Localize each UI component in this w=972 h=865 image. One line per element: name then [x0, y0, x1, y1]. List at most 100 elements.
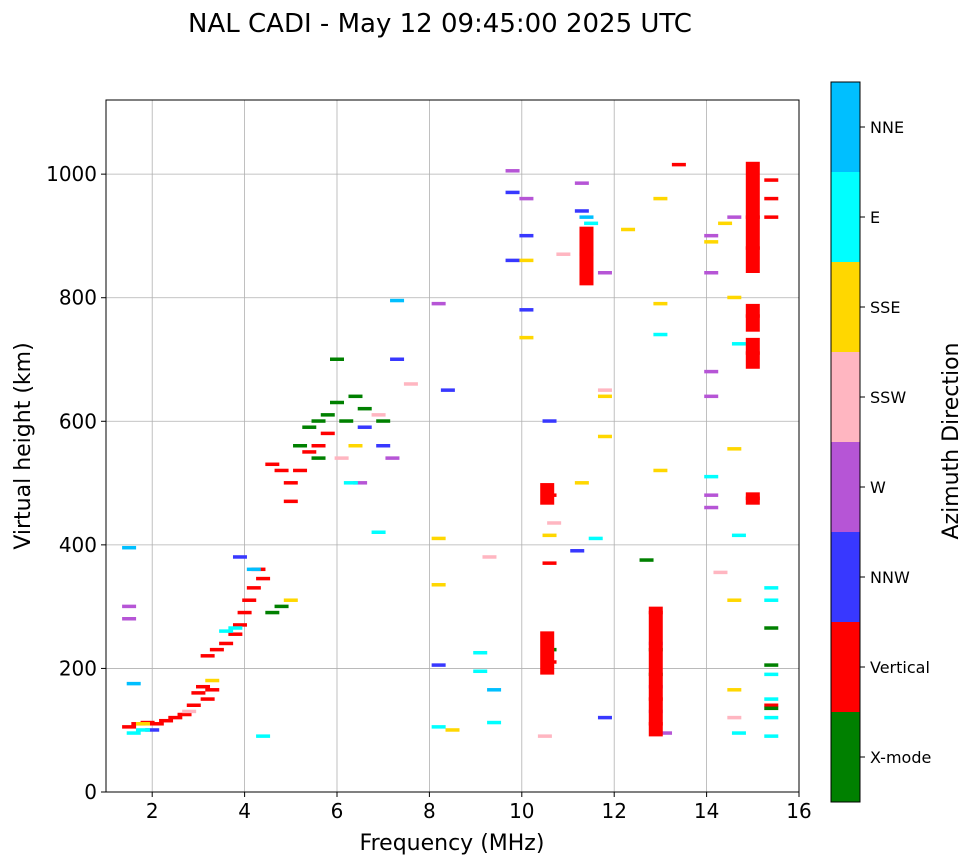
- echo-point: [357, 406, 372, 411]
- colorbar-frame: [830, 81, 861, 803]
- echo-point: [519, 196, 534, 201]
- echo-point: [205, 678, 220, 683]
- y-tick-label: 1000: [46, 162, 97, 186]
- echo-point: [639, 558, 654, 562]
- y-axis-ticks: 0 200 400 600 800 1000: [46, 162, 106, 804]
- colorbar-segment: [831, 622, 860, 712]
- echo-point: [764, 663, 779, 667]
- x-tick-label: 16: [786, 799, 811, 823]
- echo-point: [228, 632, 243, 636]
- echo-point: [764, 715, 779, 720]
- echo-point: [764, 598, 779, 602]
- echo-point: [764, 703, 779, 707]
- echo-point: [343, 481, 358, 485]
- echo-point: [348, 444, 363, 448]
- echo-point: [542, 561, 557, 565]
- echo-point: [547, 521, 562, 525]
- echo-point: [727, 715, 742, 720]
- echo-point: [658, 731, 673, 735]
- echo-point: [283, 499, 298, 504]
- colorbar-segment: [831, 352, 860, 442]
- echo-point: [505, 190, 520, 195]
- echo-point: [704, 493, 719, 497]
- colorbar-tick-label: SSE: [870, 298, 900, 317]
- colorbar-segment: [831, 262, 860, 352]
- echo-point: [764, 215, 779, 219]
- echo-point: [168, 715, 183, 720]
- echo-column: [540, 483, 555, 505]
- echo-point: [570, 549, 585, 553]
- echo-point: [727, 688, 742, 692]
- echo-column: [745, 337, 760, 369]
- echo-point: [653, 301, 668, 306]
- echo-point: [293, 468, 308, 473]
- echo-point: [191, 691, 206, 695]
- echo-point: [135, 728, 150, 732]
- echo-point: [385, 456, 400, 460]
- x-tick-label: 2: [146, 799, 159, 823]
- plot-frame: [105, 99, 800, 793]
- y-tick-label: 200: [59, 656, 97, 680]
- echo-point: [542, 533, 557, 538]
- echo-point: [232, 623, 247, 627]
- echo-point: [237, 610, 252, 615]
- echo-point: [122, 617, 137, 621]
- x-tick-label: 6: [331, 799, 344, 823]
- echo-point: [505, 258, 520, 263]
- echo-point: [764, 697, 779, 701]
- echo-column: [579, 226, 594, 286]
- echo-point: [704, 233, 719, 238]
- echo-point: [122, 604, 137, 609]
- echo-point: [764, 734, 779, 738]
- colorbar-tick-label: NNE: [870, 118, 904, 137]
- echo-point: [574, 181, 589, 185]
- echo-point: [487, 720, 502, 725]
- echo-point: [704, 369, 719, 374]
- echo-point: [473, 669, 488, 674]
- echo-point: [256, 734, 271, 738]
- colorbar-tick-label: NNW: [870, 568, 910, 587]
- echo-point: [126, 681, 141, 686]
- echo-point: [704, 505, 719, 510]
- echo-point: [431, 663, 446, 667]
- y-tick-label: 600: [59, 409, 97, 433]
- colorbar-segment: [831, 532, 860, 622]
- echo-point: [390, 298, 405, 303]
- y-tick-label: 0: [84, 780, 97, 804]
- x-tick-label: 4: [238, 799, 251, 823]
- echo-point: [704, 240, 719, 244]
- echo-point: [293, 444, 308, 448]
- echo-point: [519, 335, 534, 340]
- echo-point: [256, 576, 271, 581]
- echo-point: [311, 456, 326, 460]
- echo-point: [482, 555, 497, 559]
- echo-point: [371, 413, 386, 417]
- colorbar-label: Azimuth Direction: [939, 342, 964, 539]
- echo-point: [764, 196, 779, 201]
- echo-point: [764, 586, 779, 590]
- echo-point: [145, 728, 160, 732]
- echo-point: [431, 583, 446, 587]
- echo-point: [431, 536, 446, 541]
- echo-point: [764, 178, 779, 182]
- echo-point: [597, 715, 612, 720]
- colorbar-segment: [831, 442, 860, 532]
- x-tick-label: 10: [509, 799, 534, 823]
- echo-point: [126, 731, 141, 735]
- echo-point: [182, 709, 197, 714]
- echo-point: [713, 570, 728, 575]
- echo-point: [584, 221, 599, 226]
- echo-point: [704, 394, 719, 399]
- echo-point: [597, 271, 612, 275]
- colorbar-tick-label: Vertical: [870, 658, 930, 677]
- echo-point: [764, 706, 779, 711]
- echo-point: [704, 271, 719, 275]
- colorbar-segment: [831, 82, 860, 172]
- echo-point: [371, 530, 386, 534]
- echo-point: [320, 413, 335, 417]
- y-axis-label: Virtual height (km): [11, 342, 36, 549]
- colorbar-tick-label: W: [870, 478, 886, 497]
- echo-point: [653, 196, 668, 201]
- echo-point: [330, 357, 344, 361]
